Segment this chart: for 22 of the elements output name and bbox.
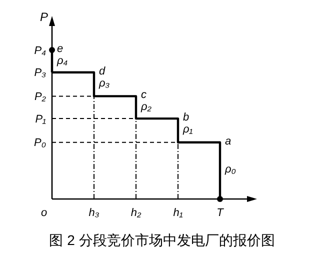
annotation: ρ₀ — [224, 164, 236, 176]
annotation: a — [225, 135, 232, 148]
x-tick-label: h₁ — [173, 207, 184, 219]
ref-line-label: P₂ — [34, 91, 47, 104]
text: 图 2 分段竞价市场中发电厂的报价图 — [49, 232, 275, 248]
annotation: d — [99, 65, 106, 78]
annotation: e — [57, 43, 64, 55]
annotation: b — [183, 112, 190, 124]
annotation: ρ₃ — [98, 77, 110, 90]
annotation: P₄ — [34, 44, 46, 57]
annotation: ρ₂ — [140, 101, 152, 114]
annotation: ρ₁ — [182, 123, 194, 136]
annotation: P₃ — [34, 67, 47, 80]
x-tick-label: h₂ — [130, 207, 142, 219]
y-axis-title: P — [40, 10, 48, 24]
x-tick-label: o — [40, 207, 48, 219]
x-tick-label: T — [216, 207, 225, 219]
annotation: c — [141, 89, 147, 102]
ref-line-label: P₁ — [35, 113, 47, 126]
x-tick-label: h₃ — [88, 207, 100, 219]
ref-line-label: P₀ — [34, 137, 46, 150]
annotation: ρ₄ — [56, 54, 68, 67]
